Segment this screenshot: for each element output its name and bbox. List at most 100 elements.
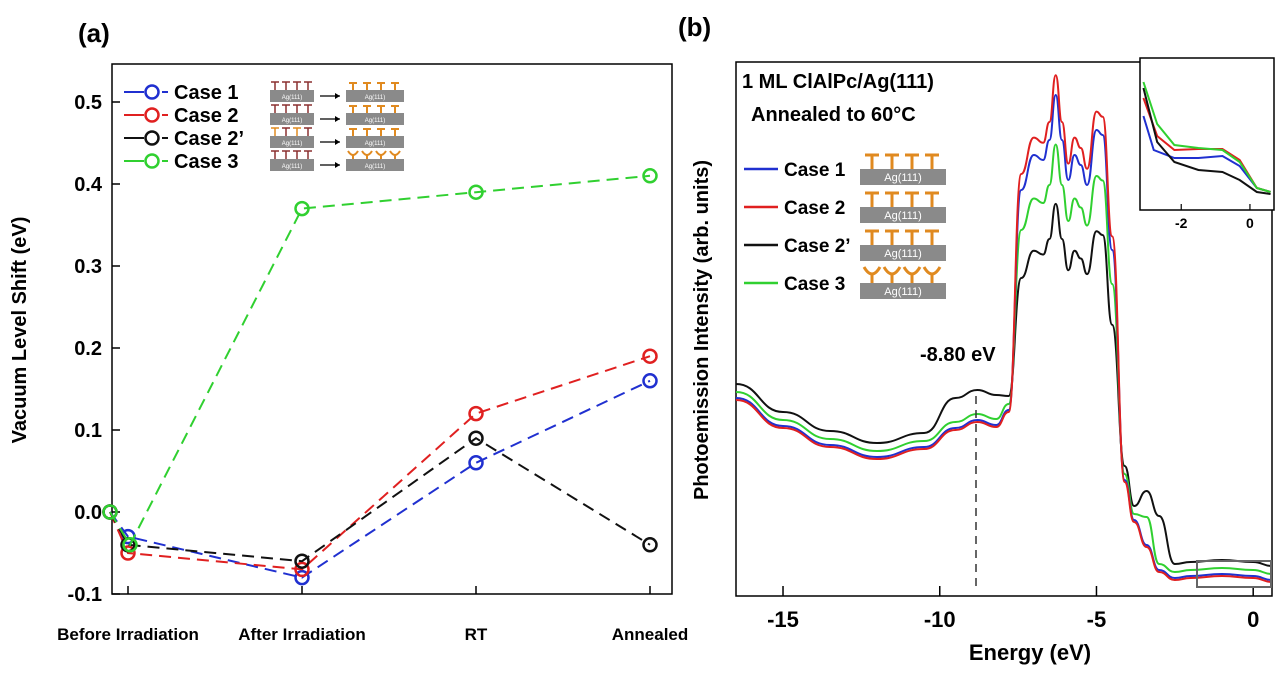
molecule-icon bbox=[902, 266, 922, 276]
x-tick-label-a: Annealed bbox=[612, 625, 689, 644]
substrate-icon-label: Ag(111) bbox=[884, 248, 922, 260]
legend-label-b: Case 3 bbox=[784, 274, 845, 295]
data-point-a bbox=[642, 348, 658, 364]
panel-label-a: (a) bbox=[78, 18, 110, 48]
spectrum-line-b bbox=[735, 202, 1273, 567]
legend-a: Case 1 Ag(111) Ag(111) Case 2 Ag(111) Ag(111)… bbox=[124, 81, 404, 173]
series-line-a bbox=[109, 355, 651, 571]
inset-spectrum-line bbox=[1142, 81, 1271, 193]
series-line-a bbox=[109, 174, 651, 547]
substrate-icon bbox=[346, 113, 404, 125]
data-point-a bbox=[294, 200, 310, 217]
data-point-a bbox=[642, 373, 658, 389]
substrate-icon bbox=[270, 113, 314, 125]
arrow-head-icon bbox=[335, 139, 340, 145]
legend-marker-a bbox=[144, 107, 160, 123]
data-point-a bbox=[294, 553, 310, 569]
x-tick-label-a: RT bbox=[465, 625, 488, 644]
data-point-a bbox=[468, 405, 484, 422]
substrate-icon-label: Ag(111) bbox=[884, 172, 922, 184]
data-point-a bbox=[468, 455, 484, 471]
y-tick-label-a: 0.4 bbox=[74, 174, 103, 196]
substrate-icon bbox=[270, 90, 314, 102]
arrow-head-icon bbox=[335, 162, 340, 168]
spectrum-line-b bbox=[735, 74, 1273, 583]
data-point-a bbox=[468, 184, 484, 200]
legend-label-a: Case 2 bbox=[174, 105, 239, 127]
data-point-a bbox=[294, 569, 310, 586]
x-tick-label-b: 0 bbox=[1247, 607, 1259, 632]
substrate-icon bbox=[270, 136, 314, 148]
plot-frame-a bbox=[111, 63, 673, 595]
series-line-a bbox=[109, 437, 651, 563]
y-tick-label-a: 0.0 bbox=[74, 502, 102, 524]
substrate-icon-label: Ag(111) bbox=[884, 210, 922, 222]
x-tick-label-b: -5 bbox=[1087, 607, 1107, 632]
molecule-icon bbox=[922, 266, 942, 276]
x-axis-b: -15 -10 -5 0 bbox=[767, 586, 1259, 632]
series-line-a bbox=[109, 379, 651, 579]
spectra-b bbox=[735, 74, 1273, 583]
plot-frame-b bbox=[735, 61, 1273, 597]
substrate-icon bbox=[270, 159, 314, 171]
inset-x-tick-label: 0 bbox=[1246, 215, 1254, 231]
panel-b: -15 -10 -5 0 Energy (eV) Photoemission Inte… bbox=[691, 57, 1275, 665]
data-point-a bbox=[468, 430, 484, 446]
legend-label-b: Case 2’ bbox=[784, 236, 851, 257]
inset-frame bbox=[1139, 57, 1275, 211]
substrate-icon bbox=[860, 207, 946, 223]
data-point-a bbox=[642, 168, 658, 184]
inset-x-tick-label: -2 bbox=[1175, 215, 1188, 231]
x-axis-a: Before Irradiation After Irradiation RT Ann… bbox=[57, 586, 688, 644]
substrate-icon-label: Ag(111) bbox=[282, 164, 302, 170]
x-tick-label-b: -15 bbox=[767, 607, 799, 632]
legend-label-a: Case 1 bbox=[174, 82, 239, 104]
x-axis-label-b: Energy (eV) bbox=[969, 640, 1091, 665]
inset-region-box bbox=[1196, 560, 1272, 588]
substrate-icon bbox=[860, 169, 946, 185]
x-tick-label-b: -10 bbox=[924, 607, 956, 632]
peak-annotation: -8.80 eV bbox=[920, 344, 996, 366]
data-point-a bbox=[122, 537, 138, 553]
legend-b: Case 1 Ag(111) Case 2 Ag(111) Case 2’ Ag(111)… bbox=[744, 153, 946, 299]
substrate-icon-label: Ag(111) bbox=[365, 164, 385, 170]
substrate-icon-label: Ag(111) bbox=[365, 95, 385, 101]
substrate-icon bbox=[860, 245, 946, 261]
title-line-2-b: Annealed to 60°C bbox=[751, 104, 916, 126]
molecule-icon bbox=[882, 266, 902, 276]
legend-label-b: Case 2 bbox=[784, 198, 845, 219]
y-axis-label-a: Vacuum Level Shift (eV) bbox=[9, 217, 31, 444]
substrate-icon bbox=[346, 90, 404, 102]
data-point-a bbox=[294, 561, 310, 578]
substrate-icon bbox=[346, 159, 404, 171]
y-axis-a: -0.1 0.0 0.1 0.2 0.3 0.4 0.5 bbox=[68, 92, 120, 606]
legend-marker-a bbox=[144, 153, 160, 169]
data-point-a bbox=[102, 504, 118, 520]
panel-a: -0.1 0.0 0.1 0.2 0.3 0.4 0.5 Before Irradiatio… bbox=[9, 63, 688, 644]
inset-b: -2 0 bbox=[1139, 57, 1275, 231]
legend-marker-a bbox=[144, 130, 160, 146]
molecule-icon bbox=[347, 150, 359, 156]
y-tick-label-a: -0.1 bbox=[68, 584, 102, 606]
panel-label-b: (b) bbox=[678, 12, 711, 42]
legend-marker-a bbox=[144, 84, 160, 100]
data-point-a bbox=[642, 537, 658, 553]
substrate-icon-label: Ag(111) bbox=[884, 286, 922, 298]
substrate-icon-label: Ag(111) bbox=[282, 95, 302, 101]
arrow-head-icon bbox=[335, 93, 340, 99]
y-tick-label-a: 0.5 bbox=[74, 92, 102, 114]
substrate-icon-label: Ag(111) bbox=[365, 141, 385, 147]
legend-label-a: Case 2’ bbox=[174, 128, 244, 150]
y-tick-label-a: 0.2 bbox=[74, 338, 102, 360]
arrow-head-icon bbox=[335, 116, 340, 122]
molecule-icon bbox=[389, 150, 401, 156]
inset-spectrum-line bbox=[1142, 87, 1271, 195]
spectrum-line-b bbox=[735, 143, 1273, 575]
x-tick-label-a: After Irradiation bbox=[238, 625, 366, 644]
legend-label-a: Case 3 bbox=[174, 151, 239, 173]
y-tick-label-a: 0.1 bbox=[74, 420, 102, 442]
legend-label-b: Case 1 bbox=[784, 160, 846, 181]
data-point-a bbox=[120, 545, 136, 561]
substrate-icon bbox=[860, 283, 946, 299]
